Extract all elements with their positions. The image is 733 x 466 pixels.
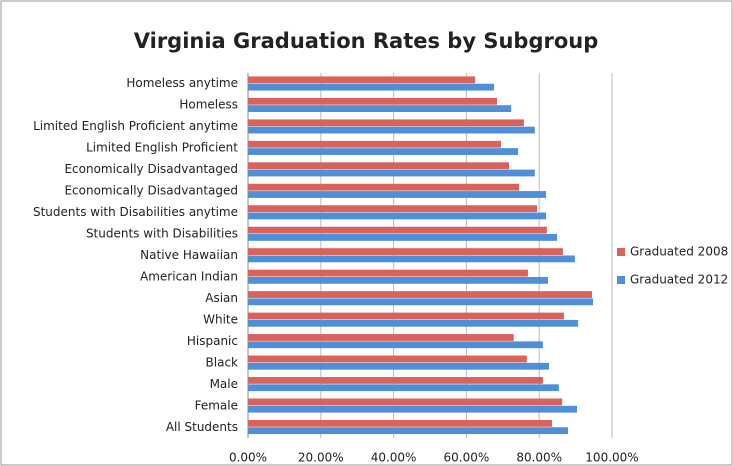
y-tick-label: Female bbox=[195, 398, 238, 412]
chart-title: Virginia Graduation Rates by Subgroup bbox=[134, 29, 599, 53]
x-tick-label: 80.00% bbox=[516, 451, 562, 465]
bar bbox=[248, 148, 519, 155]
y-tick-label: White bbox=[203, 312, 238, 326]
bar bbox=[248, 334, 514, 341]
y-tick-label: Hispanic bbox=[187, 334, 238, 348]
bar bbox=[248, 427, 568, 435]
bar bbox=[248, 405, 578, 413]
bar bbox=[248, 76, 476, 84]
x-tick-label: 100.00% bbox=[585, 451, 638, 465]
y-tick-label: Economically Disadvantaged bbox=[64, 184, 238, 198]
y-tick-label: Economically Disadvantaged bbox=[64, 162, 238, 176]
bar bbox=[248, 140, 501, 148]
y-tick-label: Limited English Proficient bbox=[86, 141, 238, 155]
bar bbox=[248, 355, 527, 363]
bar bbox=[248, 377, 543, 384]
legend-label: Graduated 2012 bbox=[630, 273, 728, 287]
y-tick-label: Limited English Proficient anytime bbox=[33, 119, 238, 133]
bar bbox=[248, 255, 575, 263]
bar bbox=[248, 83, 495, 91]
bar bbox=[248, 126, 535, 134]
legend-swatch bbox=[617, 276, 625, 284]
bar bbox=[248, 362, 550, 370]
bar bbox=[248, 248, 563, 255]
x-tick-label: 0.00% bbox=[229, 451, 267, 465]
bar bbox=[248, 205, 538, 213]
bar bbox=[248, 384, 559, 392]
bar bbox=[248, 97, 497, 105]
y-tick-label: Students with Disabilities bbox=[86, 227, 238, 241]
y-tick-label: All Students bbox=[166, 420, 238, 434]
y-tick-label: Asian bbox=[205, 291, 238, 305]
bar bbox=[248, 119, 524, 127]
bar bbox=[248, 162, 509, 170]
bar bbox=[248, 298, 594, 306]
bar bbox=[248, 169, 535, 177]
bar bbox=[248, 183, 520, 191]
y-tick-label: Black bbox=[206, 355, 239, 369]
bar bbox=[248, 234, 558, 241]
bar bbox=[248, 226, 547, 234]
y-tick-label: Homeless anytime bbox=[126, 76, 238, 90]
y-tick-label: Male bbox=[210, 377, 238, 391]
x-tick-label: 20.00% bbox=[298, 451, 344, 465]
bar bbox=[248, 269, 528, 277]
y-tick-label: Students with Disabilities anytime bbox=[33, 205, 238, 219]
legend-swatch bbox=[617, 248, 625, 256]
y-tick-label: Native Hawaiian bbox=[140, 248, 238, 262]
bar bbox=[248, 341, 543, 349]
x-tick-label: 40.00% bbox=[371, 451, 417, 465]
bar bbox=[248, 398, 563, 406]
bar bbox=[248, 419, 552, 427]
bar bbox=[248, 212, 547, 220]
y-tick-label: Homeless bbox=[179, 98, 238, 112]
bar bbox=[248, 276, 548, 284]
y-tick-label: American Indian bbox=[140, 269, 238, 283]
bar bbox=[248, 291, 592, 298]
bar bbox=[248, 312, 564, 320]
x-tick-label: 60.00% bbox=[444, 451, 490, 465]
bar bbox=[248, 105, 512, 113]
bar bbox=[248, 319, 579, 327]
legend-label: Graduated 2008 bbox=[630, 245, 728, 259]
bar bbox=[248, 191, 547, 198]
